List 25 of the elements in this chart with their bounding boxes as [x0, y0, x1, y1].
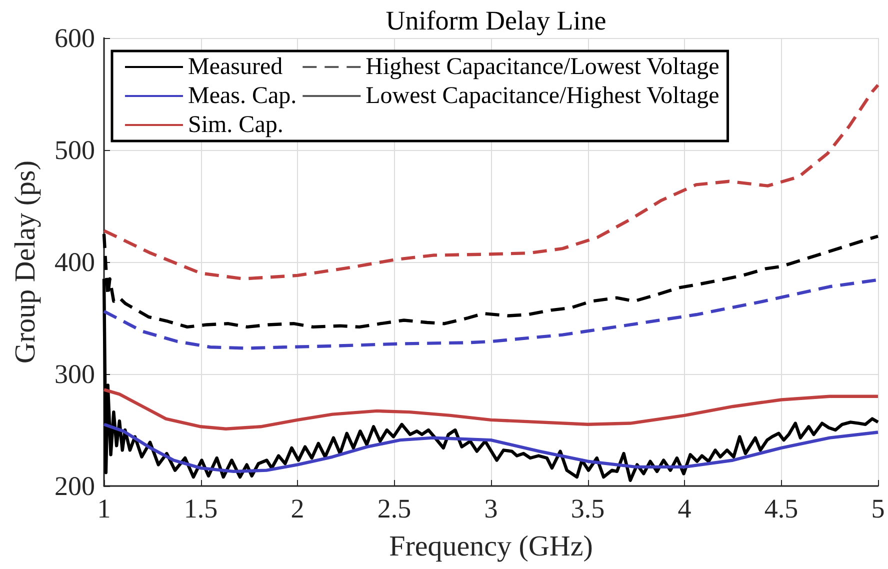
- legend-label: Sim. Cap.: [188, 112, 284, 138]
- y-tick-label: 600: [54, 23, 95, 53]
- y-tick-label: 400: [54, 247, 95, 277]
- chart-title: Uniform Delay Line: [386, 6, 606, 36]
- legend-label: Meas. Cap.: [188, 83, 297, 109]
- legend-label: Measured: [188, 54, 283, 80]
- y-tick-label: 300: [54, 359, 95, 389]
- line-series: [102, 388, 880, 430]
- x-tick-label: 1: [97, 494, 111, 524]
- y-axis-title: Group Delay (ps): [10, 160, 42, 364]
- x-tick-label: 3.5: [570, 494, 605, 524]
- x-axis-title: Frequency (GHz): [389, 530, 593, 562]
- legend-label: Lowest Capacitance/Highest Voltage: [366, 83, 720, 109]
- x-tick-label: 3: [484, 494, 498, 524]
- x-tick-label: 1.5: [184, 494, 218, 524]
- line-series: [102, 83, 880, 280]
- x-tick-label: 2.5: [377, 494, 412, 524]
- y-tick-label: 500: [54, 135, 95, 165]
- x-tick-label: 4: [678, 494, 692, 524]
- legend-label: Highest Capacitance/Lowest Voltage: [366, 54, 720, 80]
- x-tick-label: 4.5: [764, 494, 798, 524]
- x-tick-label: 5: [871, 494, 885, 524]
- y-tick-label: 200: [54, 471, 95, 501]
- x-tick-label: 2: [290, 494, 304, 524]
- line-series: [102, 422, 880, 474]
